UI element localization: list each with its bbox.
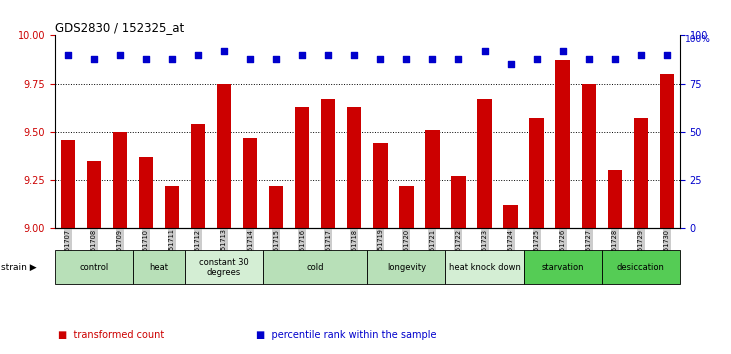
Text: GSM151730: GSM151730 <box>664 229 670 269</box>
Bar <box>217 84 231 228</box>
Text: GSM151710: GSM151710 <box>143 229 149 269</box>
Point <box>349 52 360 57</box>
Text: GSM151720: GSM151720 <box>404 229 409 269</box>
Text: heat: heat <box>150 263 168 272</box>
Text: GSM151719: GSM151719 <box>377 229 383 268</box>
Text: GSM151722: GSM151722 <box>455 229 461 269</box>
Bar <box>139 157 153 228</box>
Bar <box>191 124 205 228</box>
Bar <box>61 139 75 228</box>
Text: GSM151709: GSM151709 <box>117 229 123 269</box>
Point <box>427 56 439 61</box>
Point <box>374 56 386 61</box>
Text: GSM151711: GSM151711 <box>169 229 175 268</box>
Point <box>244 56 256 61</box>
Point <box>88 56 99 61</box>
Bar <box>607 170 622 228</box>
FancyBboxPatch shape <box>367 250 445 284</box>
Bar <box>374 143 387 228</box>
Point <box>140 56 152 61</box>
Text: GSM151717: GSM151717 <box>325 229 331 269</box>
FancyBboxPatch shape <box>602 250 680 284</box>
Point <box>452 56 464 61</box>
Bar <box>504 205 518 228</box>
Point <box>504 62 516 67</box>
Bar <box>295 107 309 228</box>
FancyBboxPatch shape <box>133 250 185 284</box>
FancyBboxPatch shape <box>185 250 263 284</box>
Point <box>270 56 282 61</box>
Point <box>192 52 204 57</box>
Text: GSM151721: GSM151721 <box>429 229 436 269</box>
Text: GSM151716: GSM151716 <box>299 229 306 269</box>
Bar <box>529 118 544 228</box>
Bar <box>425 130 439 228</box>
Text: longevity: longevity <box>387 263 426 272</box>
Bar <box>634 118 648 228</box>
Point <box>219 48 230 54</box>
Text: GSM151728: GSM151728 <box>612 229 618 269</box>
Text: GSM151707: GSM151707 <box>65 229 71 269</box>
Text: starvation: starvation <box>542 263 584 272</box>
Text: heat knock down: heat knock down <box>449 263 520 272</box>
Bar <box>269 186 284 228</box>
Bar <box>347 107 361 228</box>
Text: desiccation: desiccation <box>617 263 664 272</box>
FancyBboxPatch shape <box>263 250 367 284</box>
Text: GSM151723: GSM151723 <box>482 229 488 269</box>
FancyBboxPatch shape <box>523 250 602 284</box>
Point <box>296 52 308 57</box>
FancyBboxPatch shape <box>55 250 133 284</box>
Text: control: control <box>79 263 108 272</box>
Point <box>609 56 621 61</box>
FancyBboxPatch shape <box>445 250 523 284</box>
Text: GSM151727: GSM151727 <box>586 229 591 269</box>
Point <box>583 56 594 61</box>
Bar <box>165 186 179 228</box>
Bar <box>659 74 674 228</box>
Point <box>166 56 178 61</box>
Point <box>114 52 126 57</box>
Text: GSM151713: GSM151713 <box>221 229 227 268</box>
Text: GSM151712: GSM151712 <box>195 229 201 269</box>
Point <box>401 56 412 61</box>
Text: constant 30
degrees: constant 30 degrees <box>200 258 249 277</box>
Text: GSM151729: GSM151729 <box>637 229 644 269</box>
Text: GSM151715: GSM151715 <box>273 229 279 269</box>
Text: GSM151724: GSM151724 <box>507 229 514 269</box>
Bar <box>556 61 569 228</box>
Text: 100%: 100% <box>686 35 711 44</box>
Bar <box>399 186 414 228</box>
Text: GDS2830 / 152325_at: GDS2830 / 152325_at <box>55 21 184 34</box>
Point <box>479 48 491 54</box>
Text: GSM151708: GSM151708 <box>91 229 97 269</box>
Point <box>557 48 569 54</box>
Bar <box>113 132 127 228</box>
Point <box>322 52 334 57</box>
Bar <box>582 84 596 228</box>
Text: GSM151726: GSM151726 <box>560 229 566 269</box>
Text: GSM151725: GSM151725 <box>534 229 539 269</box>
Text: strain ▶: strain ▶ <box>1 263 37 272</box>
Bar <box>451 176 466 228</box>
Bar <box>243 138 257 228</box>
Point <box>62 52 74 57</box>
Text: GSM151718: GSM151718 <box>352 229 357 269</box>
Point <box>531 56 542 61</box>
Point <box>661 52 673 57</box>
Bar <box>87 161 101 228</box>
Text: cold: cold <box>306 263 324 272</box>
Text: GSM151714: GSM151714 <box>247 229 253 269</box>
Text: ■  transformed count: ■ transformed count <box>58 330 164 339</box>
Text: ■  percentile rank within the sample: ■ percentile rank within the sample <box>256 330 436 339</box>
Bar <box>321 99 336 228</box>
Bar <box>477 99 492 228</box>
Point <box>635 52 647 57</box>
